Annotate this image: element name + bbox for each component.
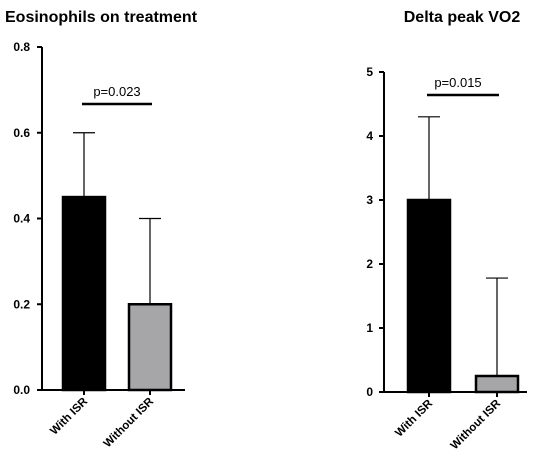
chart-2-p-value: p=0.015 xyxy=(434,75,481,90)
bar xyxy=(127,303,173,392)
y-tick-label: 0.0 xyxy=(13,383,30,397)
bar xyxy=(61,195,107,392)
bar xyxy=(474,374,520,394)
x-category-label: With ISR xyxy=(48,395,90,437)
chart-1-title: Eosinophils on treatment xyxy=(5,9,198,26)
x-category-label: With ISR xyxy=(393,397,435,439)
chart-1-p-value: p=0.023 xyxy=(93,84,140,99)
y-tick-label: 0.8 xyxy=(13,40,30,54)
y-tick-label: 0.2 xyxy=(13,297,30,311)
y-tick-label: 4 xyxy=(366,129,373,143)
chart-2: 0 1 2 3 4 5 With ISR Without ISR xyxy=(366,65,527,452)
x-category-label: Without ISR xyxy=(449,397,504,452)
y-tick-label: 1 xyxy=(366,321,373,335)
chart-1: 0.0 0.2 0.4 0.6 0.8 With ISR Without ISR xyxy=(13,40,185,450)
y-tick-label: 0.4 xyxy=(13,212,30,226)
y-tick-label: 0.6 xyxy=(13,126,30,140)
x-category-label: Without ISR xyxy=(102,395,157,450)
y-tick-label: 2 xyxy=(366,257,373,271)
y-tick-label: 3 xyxy=(366,193,373,207)
y-tick-label: 0 xyxy=(366,385,373,399)
y-tick-label: 5 xyxy=(366,65,373,79)
bar xyxy=(406,198,452,394)
chart-2-title: Delta peak VO2 xyxy=(404,9,521,26)
